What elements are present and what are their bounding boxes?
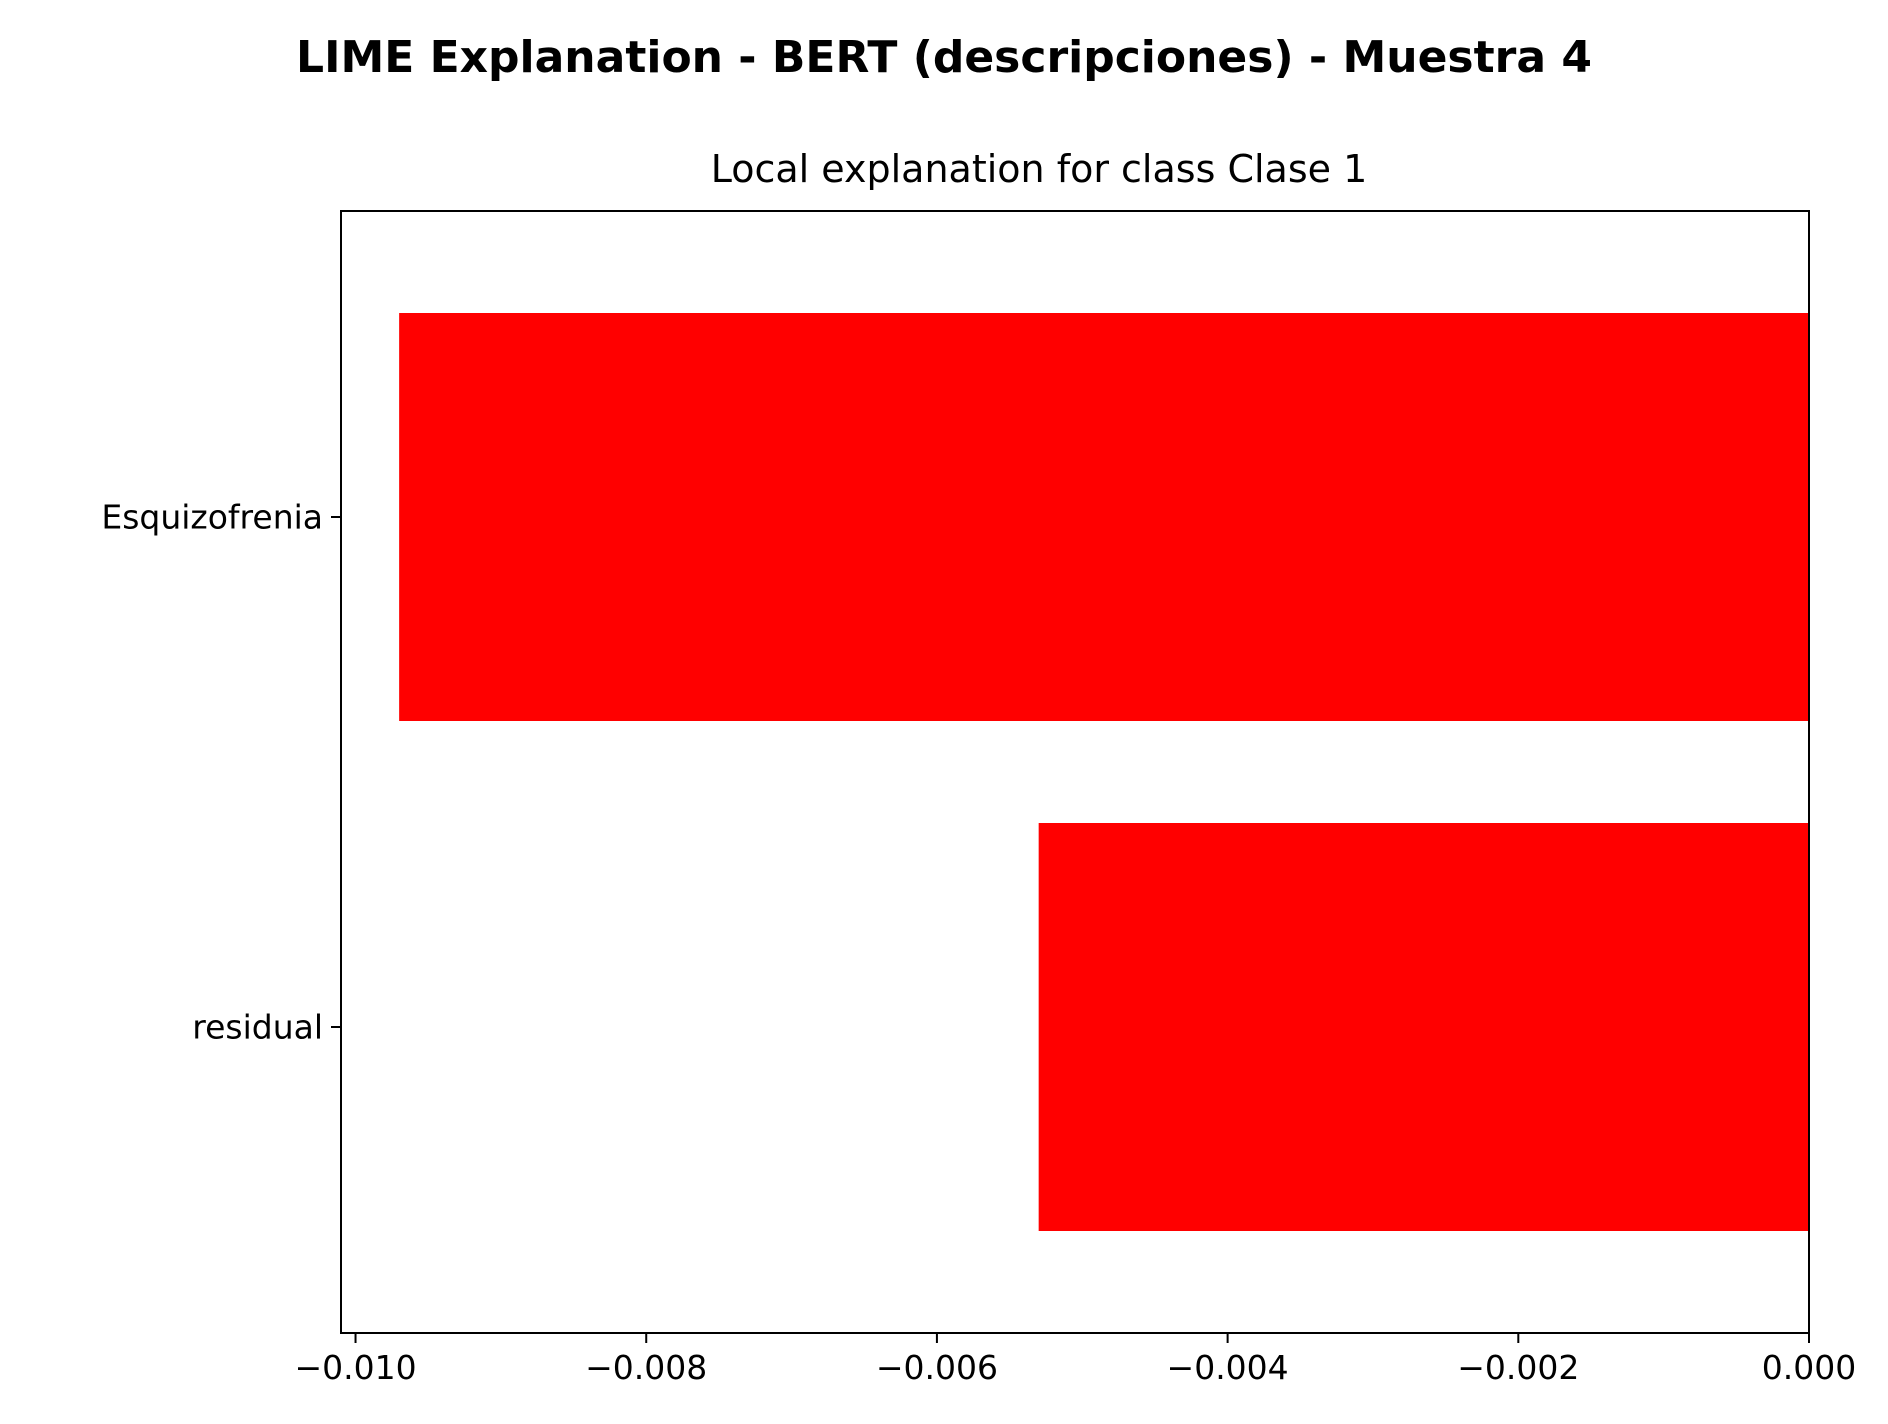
bar-residual bbox=[1038, 823, 1809, 1231]
bars-group bbox=[399, 313, 1809, 1231]
y-axis: Esquizofrenia residual bbox=[101, 498, 341, 1047]
x-tick-label: −0.010 bbox=[294, 1348, 416, 1387]
x-tick-label: 0.000 bbox=[1762, 1348, 1856, 1387]
x-tick-label: −0.002 bbox=[1457, 1348, 1579, 1387]
x-axis: −0.010 −0.008 −0.006 −0.004 −0.002 0.000 bbox=[294, 1333, 1856, 1387]
x-tick-label: −0.006 bbox=[876, 1348, 998, 1387]
bar-esquizofrenia bbox=[399, 313, 1809, 721]
y-tick-label: residual bbox=[192, 1008, 323, 1047]
y-tick-label: Esquizofrenia bbox=[101, 498, 323, 537]
plot-frame bbox=[340, 210, 1810, 1334]
x-tick-label: −0.004 bbox=[1167, 1348, 1289, 1387]
figure-title: LIME Explanation - BERT (descripciones) … bbox=[296, 32, 1592, 83]
x-tick-label: −0.008 bbox=[585, 1348, 707, 1387]
axes-title: Local explanation for class Clase 1 bbox=[711, 147, 1368, 191]
